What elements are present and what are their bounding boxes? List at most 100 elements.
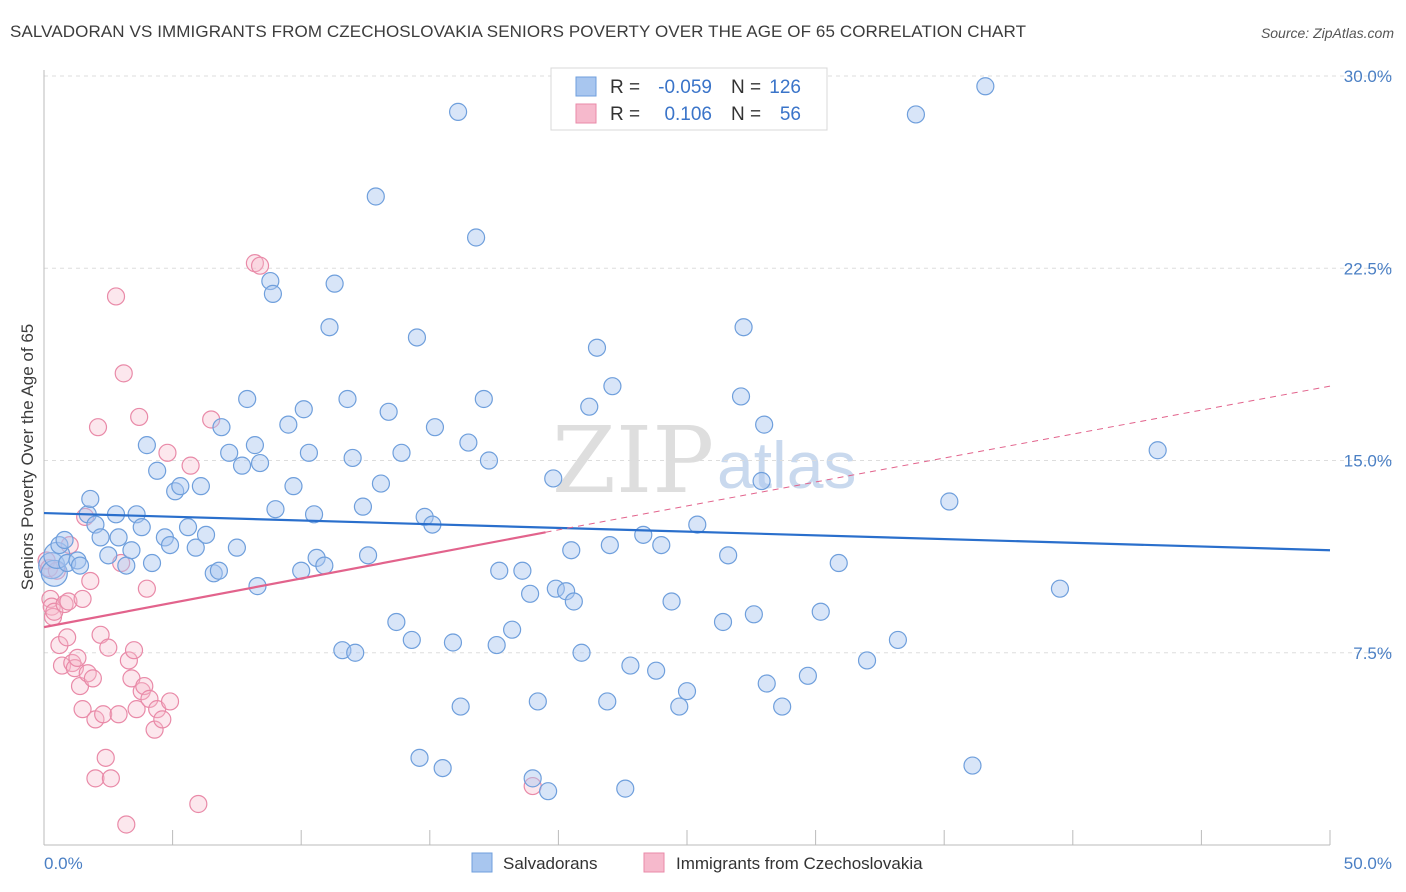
salvadoran-point [294, 400, 313, 419]
salvadoran-point [132, 518, 151, 537]
x-tick-label-min: 0.0% [44, 854, 83, 873]
salvadoran-point [358, 546, 378, 565]
salvadoran-point [227, 538, 246, 557]
gridlines [44, 75, 1392, 654]
salvadoran-point [652, 535, 671, 555]
legend-r-label-1: R = [610, 77, 640, 98]
salvadoran-point [407, 328, 427, 347]
x-tick-label-max: 50.0% [1344, 854, 1392, 873]
salvadoran-point [523, 769, 542, 788]
legend-swatch-salvadorans [575, 76, 597, 97]
y-tick-label: 7.5% [1353, 644, 1392, 663]
czechoslovakia-point [99, 638, 118, 657]
salvadoran-point [443, 633, 463, 652]
czechoslovakia-point [88, 418, 108, 437]
salvadoran-point [829, 553, 848, 573]
salvadoran-point [232, 456, 252, 475]
bottom-legend-salvadorans: Salvadorans [503, 854, 598, 873]
salvadoran-point [1050, 579, 1070, 598]
czechoslovakia-point [158, 443, 177, 462]
salvadoran-point [544, 469, 563, 488]
czechoslovakia-point [145, 720, 164, 739]
salvadoran-point [580, 397, 599, 416]
czechoslovakia-point [109, 705, 128, 724]
salvadoran-point [99, 546, 118, 565]
salvadoran-point [503, 620, 522, 639]
salvadoran-point [346, 643, 365, 662]
salvadoran-point [320, 318, 339, 337]
salvadoran-point [757, 674, 776, 693]
czechoslovakia-point [45, 602, 64, 621]
czechoslovakia-point [117, 815, 136, 834]
salvadoran-point [466, 228, 486, 247]
czechoslovakia-point [83, 669, 102, 688]
salvadoran-point [521, 584, 540, 603]
salvadoran-point [940, 492, 959, 511]
czechoslovakia-point [189, 794, 208, 814]
trend-lines [43, 385, 1331, 629]
salvadoran-point [70, 556, 90, 575]
salvadoran-point [425, 418, 445, 437]
salvadoran-point [186, 538, 205, 557]
czechoslovakia-point [101, 769, 120, 788]
czechoslovakia-point [130, 407, 149, 427]
salvadoran-point [402, 630, 421, 650]
salvadoran-point [209, 561, 228, 580]
czechoslovakia-point [50, 635, 69, 655]
legend-r-value-1: -0.059 [658, 77, 712, 98]
czechoslovakia-point [86, 769, 105, 788]
czechoslovakia-point [96, 748, 115, 767]
salvadoran-point [40, 559, 68, 587]
legend-r-label-2: R = [610, 104, 640, 125]
salvadoran-point [634, 525, 653, 544]
salvadoran-point [598, 692, 617, 711]
czechoslovakia-point [63, 653, 82, 673]
czechoslovakia-point [73, 700, 92, 719]
top-legend: R = -0.059 N = 126 R = 0.106 N = 56 [550, 67, 828, 131]
salvadoran-point [220, 443, 239, 462]
salvadoran-point [616, 779, 635, 798]
salvadoran-point [976, 77, 995, 96]
salvadoran-point [379, 402, 398, 421]
y-tick-label: 30.0% [1344, 67, 1392, 86]
salvadoran-point [752, 471, 771, 491]
legend-n-value-2: 56 [780, 104, 801, 125]
salvadoran-point [284, 477, 303, 496]
y-tick-label: 22.5% [1344, 259, 1392, 278]
salvadoran-point [315, 556, 334, 575]
salvadoran-point [755, 415, 774, 434]
salvadoran-point [572, 643, 591, 662]
czechoslovakia-point [245, 254, 265, 273]
czechoslovakia-point [132, 682, 151, 701]
salvadoran-point [171, 477, 190, 496]
salvadoran-point [307, 548, 326, 568]
czechoslovakia-point [68, 648, 87, 667]
legend-n-value-1: 126 [769, 77, 801, 98]
y-tick-labels: 7.5% 15.0% 22.5% 30.0% [1344, 67, 1392, 663]
salvadoran-point [857, 651, 877, 670]
czechoslovakia-point [78, 664, 97, 683]
salvadoran-point [387, 612, 406, 632]
salvadoran-point [662, 592, 681, 611]
salvadoran-point [166, 482, 185, 501]
czechoslovakia-point [137, 579, 156, 598]
salvadoran-point [212, 418, 231, 437]
salvadoran-point [263, 284, 283, 303]
czechoslovakia-point [106, 287, 126, 306]
salvadoran-point [68, 551, 87, 570]
salvadoran-point [677, 682, 697, 701]
legend-n-label-2: N = [731, 104, 761, 125]
salvadoran-point [191, 477, 210, 496]
salvadoran-point [137, 436, 156, 455]
salvadoran-point [250, 453, 270, 473]
salvadoran-point [564, 592, 583, 611]
salvadoran-point [91, 528, 110, 547]
source-label: Source: ZipAtlas.com [1260, 25, 1394, 41]
legend-swatch-czechoslovakia [575, 103, 597, 124]
czechoslovakia-point [76, 507, 95, 526]
salvadoran-point [490, 561, 509, 580]
x-axis-ticks [43, 830, 1331, 845]
legend-box [550, 67, 828, 131]
salvadoran-point [487, 635, 506, 655]
